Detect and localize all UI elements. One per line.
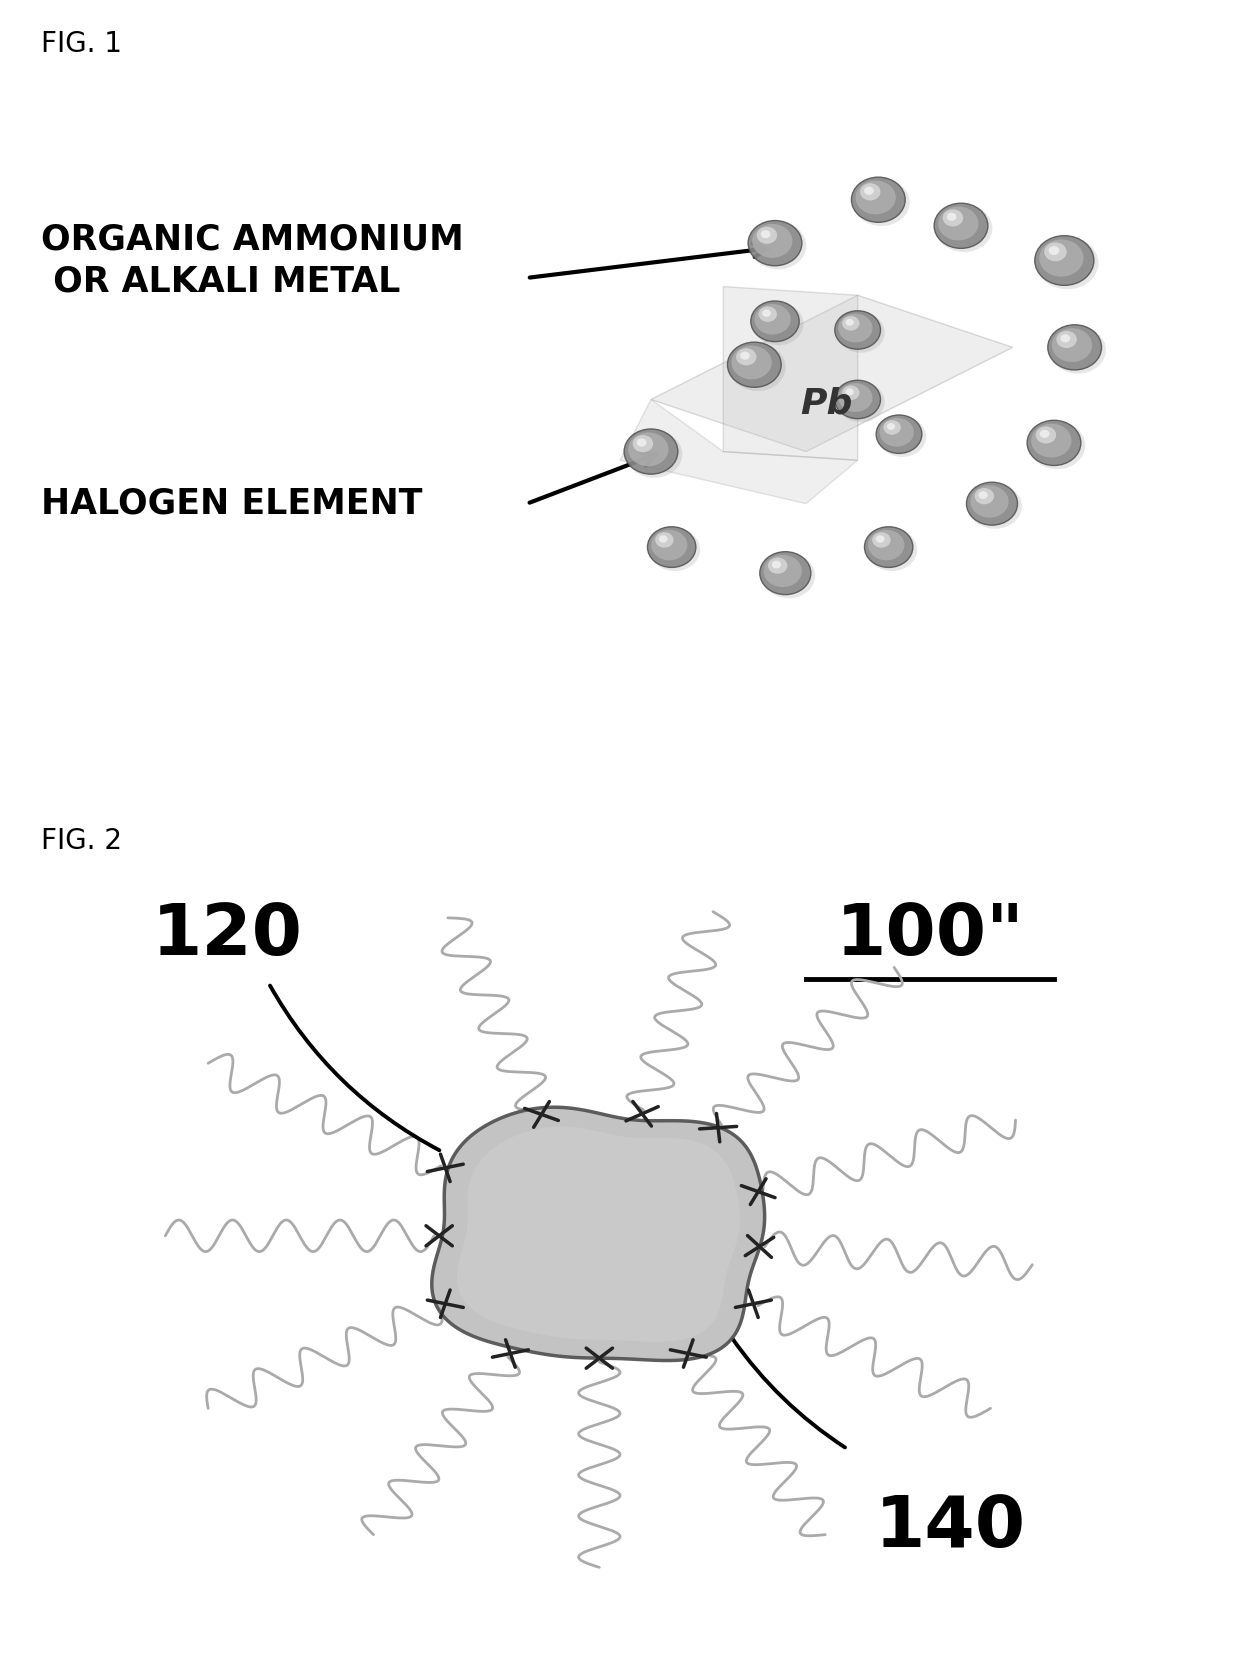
Polygon shape	[432, 1107, 765, 1361]
Circle shape	[1037, 237, 1099, 289]
Circle shape	[936, 205, 992, 252]
Polygon shape	[651, 296, 1013, 451]
Circle shape	[647, 526, 696, 568]
Circle shape	[728, 342, 781, 387]
Circle shape	[867, 528, 918, 571]
Circle shape	[856, 180, 895, 214]
Circle shape	[1060, 334, 1070, 342]
Text: ORGANIC AMMONIUM
 OR ALKALI METAL: ORGANIC AMMONIUM OR ALKALI METAL	[41, 222, 464, 299]
Polygon shape	[456, 1127, 740, 1341]
Text: 140: 140	[875, 1493, 1027, 1563]
Circle shape	[624, 429, 678, 474]
Circle shape	[651, 529, 687, 561]
Text: 100": 100"	[836, 902, 1024, 970]
Circle shape	[1035, 426, 1056, 444]
Circle shape	[868, 529, 904, 561]
Circle shape	[971, 486, 1008, 518]
Circle shape	[753, 224, 792, 257]
Circle shape	[764, 554, 802, 588]
Text: FIG. 2: FIG. 2	[41, 827, 123, 855]
Circle shape	[756, 227, 777, 244]
Circle shape	[837, 312, 885, 352]
Circle shape	[763, 309, 771, 317]
Circle shape	[939, 207, 978, 240]
Circle shape	[1039, 239, 1084, 277]
Circle shape	[626, 431, 682, 478]
Circle shape	[761, 230, 770, 239]
Polygon shape	[723, 287, 858, 461]
Circle shape	[872, 533, 890, 548]
Text: HALOGEN ELEMENT: HALOGEN ELEMENT	[41, 486, 423, 521]
Circle shape	[838, 314, 873, 342]
Circle shape	[887, 423, 895, 429]
Circle shape	[732, 346, 771, 379]
Text: 120: 120	[151, 902, 303, 970]
Circle shape	[852, 177, 905, 222]
Circle shape	[760, 551, 811, 595]
Circle shape	[1052, 329, 1092, 362]
Circle shape	[1027, 421, 1081, 466]
Circle shape	[1040, 429, 1049, 438]
Circle shape	[740, 352, 750, 359]
Circle shape	[1049, 326, 1106, 374]
Circle shape	[875, 536, 884, 543]
Circle shape	[1029, 423, 1085, 469]
Circle shape	[650, 528, 701, 571]
Circle shape	[748, 220, 802, 266]
Circle shape	[966, 483, 1018, 524]
Circle shape	[759, 307, 777, 322]
Circle shape	[632, 436, 653, 453]
Circle shape	[877, 416, 921, 453]
Circle shape	[1048, 324, 1101, 371]
Circle shape	[837, 382, 885, 423]
Polygon shape	[620, 399, 858, 504]
Circle shape	[753, 302, 804, 346]
Circle shape	[883, 421, 900, 434]
Circle shape	[978, 491, 988, 499]
Circle shape	[861, 184, 880, 200]
Circle shape	[629, 433, 668, 466]
Circle shape	[754, 304, 791, 334]
Circle shape	[1034, 235, 1094, 286]
Circle shape	[771, 561, 781, 568]
Circle shape	[838, 382, 873, 412]
Circle shape	[750, 222, 806, 269]
Circle shape	[637, 439, 646, 446]
Circle shape	[835, 381, 880, 419]
Circle shape	[975, 488, 994, 504]
Circle shape	[864, 526, 913, 568]
Circle shape	[1056, 331, 1076, 347]
Circle shape	[655, 533, 673, 548]
Circle shape	[835, 311, 880, 349]
Circle shape	[942, 209, 963, 227]
Circle shape	[1049, 245, 1059, 256]
Circle shape	[878, 416, 926, 458]
Circle shape	[846, 389, 854, 396]
Circle shape	[947, 212, 956, 220]
Circle shape	[968, 484, 1022, 529]
Circle shape	[658, 536, 667, 543]
Circle shape	[751, 301, 799, 342]
Circle shape	[737, 349, 756, 366]
Text: Pb: Pb	[801, 387, 853, 421]
Circle shape	[934, 204, 988, 249]
Circle shape	[842, 386, 859, 401]
Circle shape	[853, 179, 910, 225]
Text: FIG. 1: FIG. 1	[41, 30, 123, 58]
Circle shape	[842, 316, 859, 331]
Circle shape	[729, 344, 786, 391]
Circle shape	[1032, 424, 1071, 458]
Circle shape	[864, 187, 874, 195]
Circle shape	[768, 558, 787, 574]
Circle shape	[846, 319, 854, 326]
Circle shape	[1044, 242, 1066, 261]
Circle shape	[879, 418, 914, 446]
Circle shape	[761, 553, 815, 598]
